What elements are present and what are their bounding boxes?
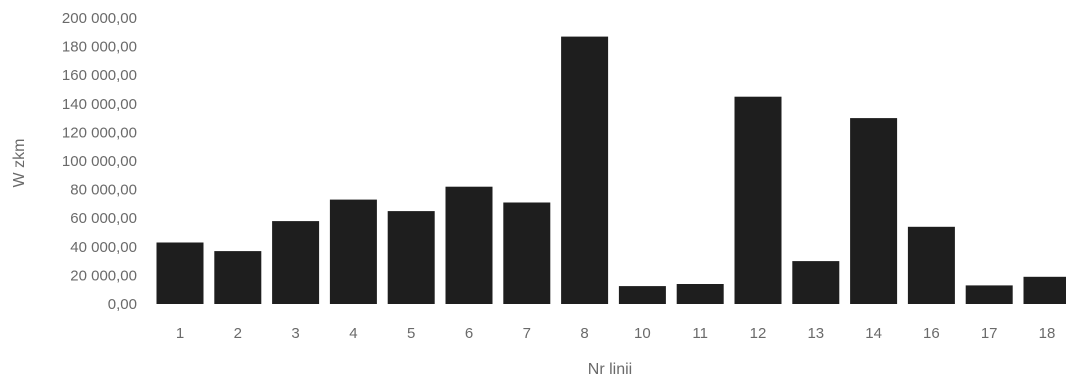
bar [1023,276,1066,304]
bar [965,285,1013,304]
bar [561,36,609,304]
bar [503,202,551,304]
x-tick-label: 6 [465,325,473,342]
x-tick-label: 12 [750,325,767,342]
bar [214,251,262,304]
y-tick-label: 80 000,00 [70,182,137,199]
y-tick-label: 120 000,00 [62,124,137,141]
bar [387,211,435,304]
x-axis-ticks: 1 2 3 4 5 6 7 8 10 11 12 13 14 16 17 18 [176,325,1056,342]
x-tick-label: 11 [692,325,708,342]
bar-series [156,36,1066,304]
y-tick-label: 140 000,00 [62,96,137,113]
x-tick-label: 5 [407,325,415,342]
y-tick-label: 20 000,00 [70,267,137,284]
x-tick-label: 14 [865,325,882,342]
x-tick-label: 10 [634,325,651,342]
x-axis-title: Nr linii [588,361,632,378]
y-tick-label: 60 000,00 [70,210,137,227]
bar [676,284,724,304]
bar [907,226,955,304]
bar [618,286,666,304]
bar [734,96,782,304]
bar [792,261,840,304]
bar [272,221,320,304]
bar [850,118,898,304]
x-tick-label: 3 [291,325,299,342]
y-tick-label: 0,00 [108,296,137,313]
bar [445,186,493,304]
y-axis-ticks: 0,00 20 000,00 40 000,00 60 000,00 80 000,00… [62,10,137,313]
y-tick-label: 40 000,00 [70,239,137,256]
x-tick-label: 1 [176,325,184,342]
x-tick-label: 8 [580,325,588,342]
bar [156,242,204,304]
y-tick-label: 180 000,00 [62,39,137,56]
y-tick-label: 200 000,00 [62,10,137,27]
x-tick-label: 16 [923,325,940,342]
bar [329,199,377,304]
y-tick-label: 100 000,00 [62,153,137,170]
y-axis-title: W zkm [11,139,28,188]
x-tick-label: 4 [349,325,357,342]
x-tick-label: 17 [981,325,998,342]
x-tick-label: 18 [1039,325,1056,342]
x-tick-label: 13 [807,325,824,342]
x-tick-label: 7 [523,325,531,342]
y-tick-label: 160 000,00 [62,67,137,84]
x-tick-label: 2 [234,325,242,342]
